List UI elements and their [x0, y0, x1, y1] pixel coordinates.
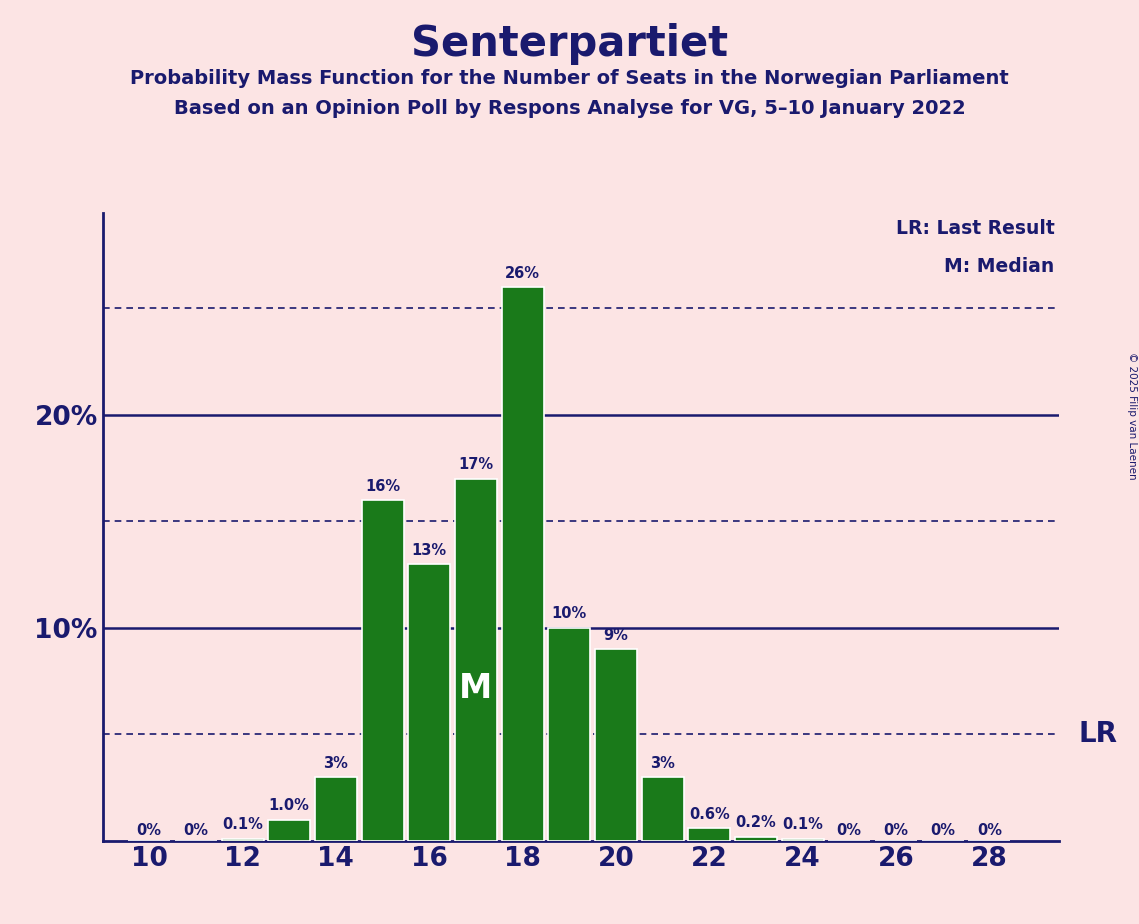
Bar: [221, 839, 263, 841]
Text: M: M: [459, 673, 492, 705]
Bar: [454, 479, 497, 841]
Text: 0%: 0%: [884, 822, 909, 838]
Text: 0.1%: 0.1%: [222, 818, 263, 833]
Text: 1.0%: 1.0%: [269, 798, 310, 813]
Bar: [548, 627, 590, 841]
Text: 13%: 13%: [411, 542, 446, 557]
Text: 16%: 16%: [364, 479, 400, 493]
Text: 3%: 3%: [650, 756, 675, 771]
Bar: [688, 828, 730, 841]
Text: 17%: 17%: [458, 457, 493, 472]
Text: 0%: 0%: [931, 822, 956, 838]
Text: LR: LR: [1079, 721, 1117, 748]
Text: © 2025 Filip van Laenen: © 2025 Filip van Laenen: [1126, 352, 1137, 480]
Bar: [735, 836, 777, 841]
Text: M: Median: M: Median: [944, 257, 1055, 275]
Bar: [781, 839, 823, 841]
Text: 9%: 9%: [604, 627, 629, 643]
Text: 0%: 0%: [183, 822, 208, 838]
Bar: [641, 777, 683, 841]
Text: 0%: 0%: [837, 822, 862, 838]
Text: 10%: 10%: [551, 606, 587, 622]
Bar: [501, 287, 543, 841]
Text: Based on an Opinion Poll by Respons Analyse for VG, 5–10 January 2022: Based on an Opinion Poll by Respons Anal…: [173, 99, 966, 118]
Bar: [361, 500, 403, 841]
Bar: [314, 777, 357, 841]
Text: 0.6%: 0.6%: [689, 807, 730, 821]
Bar: [408, 564, 450, 841]
Text: 0.1%: 0.1%: [782, 818, 823, 833]
Text: 0%: 0%: [137, 822, 162, 838]
Text: 0%: 0%: [977, 822, 1002, 838]
Text: 3%: 3%: [323, 756, 349, 771]
Text: 0.2%: 0.2%: [736, 815, 777, 830]
Bar: [268, 820, 310, 841]
Text: LR: Last Result: LR: Last Result: [895, 219, 1055, 237]
Text: Probability Mass Function for the Number of Seats in the Norwegian Parliament: Probability Mass Function for the Number…: [130, 69, 1009, 89]
Text: 26%: 26%: [505, 266, 540, 281]
Text: Senterpartiet: Senterpartiet: [411, 23, 728, 65]
Bar: [595, 650, 637, 841]
